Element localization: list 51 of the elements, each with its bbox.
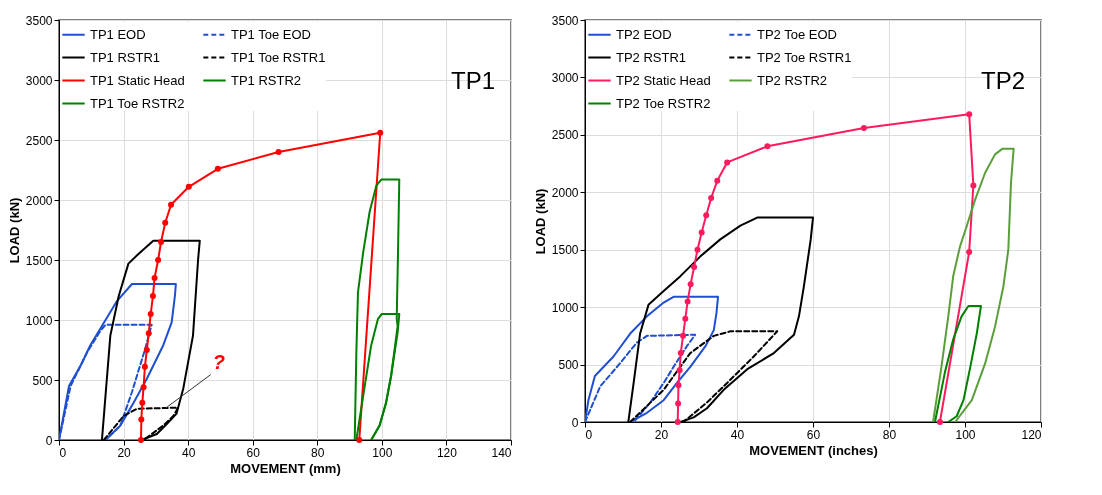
y-tick-label: 3000 xyxy=(551,70,579,85)
legend-label: TP2 RSTR2 xyxy=(757,72,828,88)
y-axis-title: LOAD (kN) xyxy=(532,188,548,255)
x-axis-title: MOVEMENT (inches) xyxy=(749,442,878,458)
x-tick-label: 40 xyxy=(730,427,745,442)
x-axis-title: MOVEMENT (mm) xyxy=(230,460,341,476)
y-tick-label: 2500 xyxy=(25,133,53,148)
x-tick-label: 0 xyxy=(59,445,67,460)
y-tick-label: 1500 xyxy=(551,243,579,258)
y-tick-label: 3500 xyxy=(25,13,53,28)
y-tick-label: 500 xyxy=(32,373,53,388)
x-tick-label: 20 xyxy=(117,445,132,460)
y-tick-label: 2500 xyxy=(551,128,579,143)
legend-label: TP2 RSTR1 xyxy=(616,49,687,65)
x-tick-label: 60 xyxy=(806,427,821,442)
x-tick-label: 60 xyxy=(246,445,261,460)
x-tick-label: 100 xyxy=(372,445,393,460)
y-tick-label: 500 xyxy=(558,358,579,373)
legend-label: TP2 Toe EOD xyxy=(757,26,837,42)
legend-label: TP2 Toe RSTR2 xyxy=(616,95,711,111)
x-tick-label: 100 xyxy=(955,427,976,442)
legend-label: TP1 Static Head xyxy=(90,72,185,88)
y-tick-label: 1500 xyxy=(25,253,53,268)
annotation: TP1 xyxy=(450,67,495,94)
x-tick-label: 80 xyxy=(882,427,897,442)
y-tick-label: 3000 xyxy=(25,73,53,88)
y-tick-label: 2000 xyxy=(25,193,53,208)
annotation: ? xyxy=(212,350,225,373)
y-tick-label: 1000 xyxy=(25,313,53,328)
legend-label: TP2 Toe RSTR1 xyxy=(757,49,852,65)
x-tick-label: 120 xyxy=(1021,427,1042,442)
annotation: TP2 xyxy=(980,67,1025,94)
legend-label: TP1 EOD xyxy=(90,26,146,42)
legend-label: TP2 Static Head xyxy=(616,72,711,88)
x-tick-label: 0 xyxy=(585,427,593,442)
x-tick-label: 140 xyxy=(491,445,512,460)
y-tick-label: 1000 xyxy=(551,300,579,315)
y-axis-title: LOAD (kN) xyxy=(6,197,22,264)
legend-label: TP1 Toe RSTR1 xyxy=(231,49,326,65)
x-tick-label: 40 xyxy=(181,445,196,460)
legend-label: TP1 Toe RSTR2 xyxy=(90,95,185,111)
x-tick-label: 80 xyxy=(311,445,325,460)
x-tick-label: 20 xyxy=(654,427,669,442)
y-tick-label: 2000 xyxy=(551,185,579,200)
y-tick-label: 3500 xyxy=(551,13,579,28)
legend-label: TP1 Toe EOD xyxy=(231,26,311,42)
legend-label: TP1 RSTR1 xyxy=(90,49,161,65)
x-tick-label: 120 xyxy=(436,445,458,460)
legend-label: TP1 RSTR2 xyxy=(231,72,302,88)
legend-label: TP2 EOD xyxy=(616,26,672,42)
y-tick-label: 0 xyxy=(571,415,579,430)
